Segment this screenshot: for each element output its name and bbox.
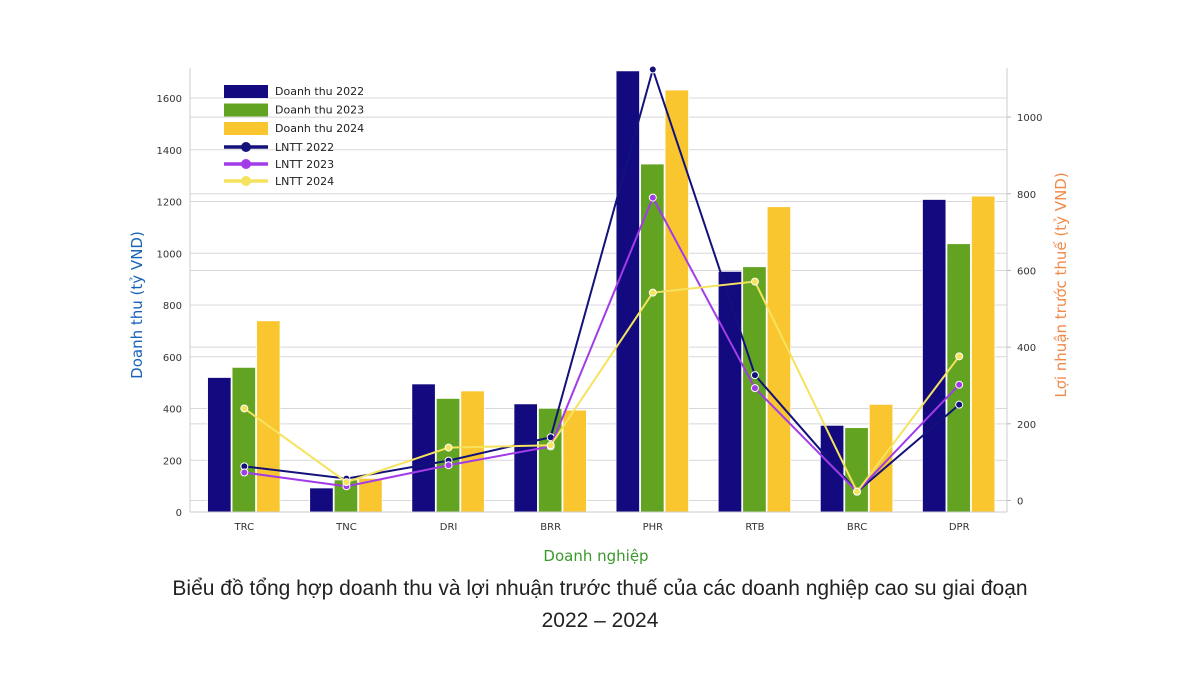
x-tick-label: TRC	[234, 522, 255, 533]
point-lntt-2023	[750, 384, 759, 393]
y2-tick-label: 800	[1017, 190, 1036, 201]
lines	[240, 65, 964, 496]
bar-rtb-doanh-thu-2022	[717, 270, 743, 513]
legend-swatch	[224, 85, 268, 98]
gridlines	[190, 97, 1007, 513]
bar-brr-doanh-thu-2022	[513, 403, 538, 513]
caption-line-1: Biểu đồ tổng hợp doanh thu và lợi nhuận …	[172, 577, 1028, 600]
bar-dpr-doanh-thu-2022	[922, 199, 947, 513]
point-lntt-2023	[444, 461, 453, 470]
point-lntt-2024	[750, 277, 759, 286]
legend-label: LNTT 2023	[275, 158, 334, 171]
y2-tick-label: 600	[1017, 266, 1036, 277]
point-lntt-2022	[648, 65, 657, 74]
legend-label: LNTT 2024	[275, 175, 334, 188]
y2-tick-label: 1000	[1017, 113, 1042, 124]
bar-brr-doanh-thu-2024	[562, 409, 587, 513]
bar-brr-doanh-thu-2023	[538, 407, 563, 513]
bar-phr-doanh-thu-2023	[640, 163, 665, 513]
legend-swatch	[224, 122, 268, 135]
legend-label: Doanh thu 2023	[275, 104, 364, 117]
x-tick-label: RTB	[745, 522, 764, 533]
bar-dri-doanh-thu-2022	[411, 383, 436, 513]
y2-tick-label: 400	[1017, 343, 1036, 354]
point-lntt-2024	[444, 443, 453, 452]
y2-tick-label: 200	[1017, 420, 1036, 431]
bar-trc-doanh-thu-2024	[256, 320, 281, 513]
legend-label: LNTT 2022	[275, 141, 334, 154]
y-tick-label: 1600	[157, 94, 182, 105]
legend-marker	[241, 159, 251, 169]
y-tick-label: 1200	[157, 198, 182, 209]
bar-dpr-doanh-thu-2024	[971, 195, 996, 513]
point-lntt-2024	[240, 404, 249, 413]
x-tick-label: BRC	[847, 522, 867, 533]
bar-dpr-doanh-thu-2023	[946, 243, 971, 513]
y2-axis-label: Lợi nhuận trước thuế (tỷ VND)	[1052, 172, 1070, 397]
y-tick-label: 1000	[157, 249, 182, 260]
x-tick-label: DPR	[949, 522, 970, 533]
point-lntt-2023	[648, 193, 657, 202]
x-tick-label: TNC	[335, 522, 357, 533]
y2-tick-label: 0	[1017, 496, 1023, 507]
combo-chart: 0 200 400 600 800 1000 1200 1400 1600 0 200 400 600 8…	[128, 65, 1070, 565]
x-tick-label: BRR	[540, 522, 561, 533]
line-lntt-2023	[244, 195, 960, 494]
bar-rtb-doanh-thu-2024	[766, 206, 792, 513]
legend-marker	[241, 142, 251, 152]
point-lntt-2024	[342, 478, 351, 487]
legend-label: Doanh thu 2022	[275, 85, 364, 98]
y-tick-label: 1400	[157, 146, 182, 157]
y-axis-label: Doanh thu (tỷ VND)	[128, 231, 146, 379]
bar-phr-doanh-thu-2022	[615, 70, 640, 513]
bar-phr-doanh-thu-2024	[664, 89, 689, 513]
point-lntt-2023	[240, 468, 249, 477]
y-tick-label: 0	[176, 508, 182, 519]
bar-brc-doanh-thu-2023	[844, 427, 869, 513]
point-lntt-2024	[955, 352, 964, 361]
y-tick-label: 800	[163, 301, 182, 312]
bar-dri-doanh-thu-2023	[435, 398, 461, 513]
y-tick-label: 600	[163, 353, 182, 364]
x-tick-label: PHR	[643, 522, 664, 533]
x-tick-label: DRI	[440, 522, 458, 533]
bars	[207, 70, 996, 513]
bar-trc-doanh-thu-2023	[231, 366, 256, 513]
point-lntt-2022	[750, 371, 759, 380]
line-lntt-2024	[243, 280, 960, 494]
point-lntt-2022	[955, 400, 964, 409]
y-tick-label: 400	[163, 405, 182, 416]
y-tick-label: 200	[163, 456, 182, 467]
legend-swatch	[224, 103, 268, 117]
point-lntt-2024	[853, 487, 862, 496]
legend-marker	[241, 176, 251, 186]
bar-tnc-doanh-thu-2022	[309, 487, 334, 513]
legend-label: Doanh thu 2024	[275, 122, 364, 135]
legend: Doanh thu 2022 Doanh thu 2023 Doanh thu 20…	[224, 85, 364, 188]
point-lntt-2024	[648, 288, 657, 297]
caption-line-2: 2022 – 2024	[541, 609, 659, 632]
x-axis-label: Doanh nghiệp	[543, 547, 648, 565]
bar-dri-doanh-thu-2024	[460, 390, 485, 513]
axes: 0 200 400 600 800 1000 1200 1400 1600 0 200 400 600 8…	[157, 68, 1042, 533]
point-lntt-2023	[955, 380, 964, 389]
point-lntt-2024	[546, 441, 555, 450]
bar-trc-doanh-thu-2022	[207, 377, 232, 513]
